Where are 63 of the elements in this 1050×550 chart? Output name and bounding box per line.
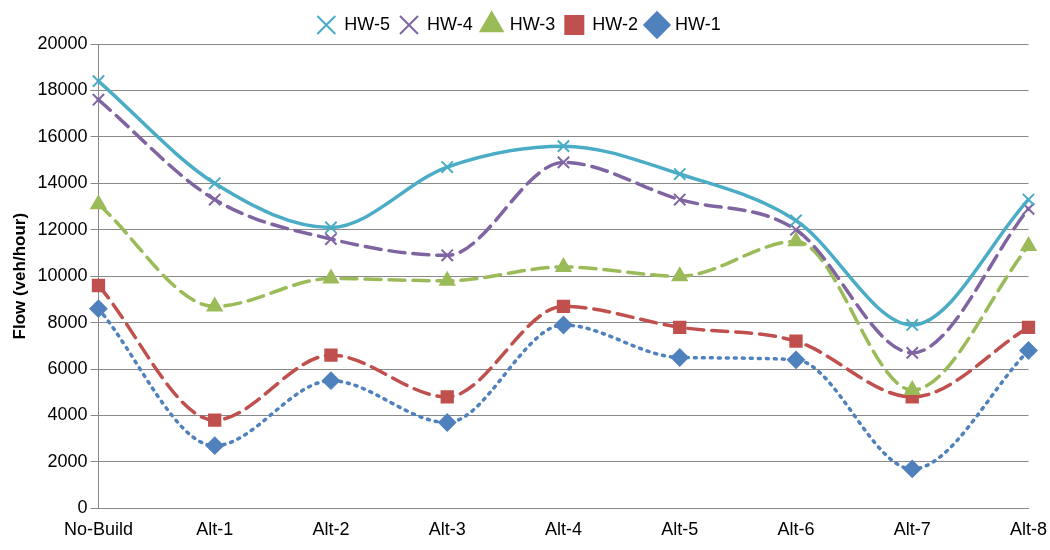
point	[673, 167, 687, 181]
point	[905, 346, 919, 360]
point	[324, 348, 338, 362]
y-tick-label: 8000	[47, 311, 88, 332]
point	[673, 320, 687, 334]
point	[323, 269, 339, 284]
y-tick-label: 12000	[37, 218, 88, 239]
point	[324, 232, 338, 246]
legend-label: HW-5	[344, 13, 390, 34]
point	[673, 192, 687, 207]
point	[1020, 237, 1037, 252]
point	[556, 155, 571, 170]
point	[324, 220, 338, 235]
y-tick-label: 0	[77, 497, 88, 518]
point	[440, 160, 454, 174]
point	[905, 318, 919, 332]
x-tick-label: Alt-1	[196, 519, 234, 540]
point	[554, 315, 573, 334]
point	[671, 267, 688, 282]
legend-label: HW-3	[509, 13, 556, 34]
point	[440, 390, 454, 404]
point	[903, 459, 922, 478]
point	[1021, 192, 1036, 207]
point	[208, 413, 222, 427]
y-tick-label: 20000	[37, 32, 88, 53]
point	[789, 213, 803, 228]
point	[205, 436, 224, 455]
point	[1021, 320, 1036, 334]
point	[321, 371, 340, 390]
x-tick-label: Alt-6	[777, 519, 815, 540]
point	[786, 350, 805, 369]
y-tick-label: 2000	[47, 450, 88, 471]
point	[208, 192, 222, 207]
point	[90, 195, 107, 210]
y-tick-label: 14000	[37, 172, 88, 193]
x-tick-label: Alt-5	[661, 519, 699, 540]
y-tick-label: 10000	[37, 265, 88, 286]
point	[788, 232, 804, 247]
point	[206, 297, 223, 312]
legend-label: HW-2	[592, 13, 639, 34]
point	[438, 413, 457, 432]
y-tick-label: 6000	[47, 358, 88, 379]
y-tick-label: 18000	[37, 79, 88, 100]
point	[556, 299, 571, 314]
y-tick-label: 4000	[47, 404, 88, 425]
point	[208, 176, 222, 190]
point	[1021, 202, 1036, 216]
legend-label: HW-4	[427, 13, 473, 34]
x-tick-label: Alt-4	[544, 519, 582, 540]
legend-label: HW-1	[675, 13, 721, 34]
point	[89, 299, 108, 318]
point	[670, 348, 689, 367]
x-tick-label: Alt-8	[1009, 519, 1047, 540]
y-axis-title: Flow (veh/hour)	[9, 212, 29, 340]
point	[789, 334, 803, 348]
y-tick-label: 16000	[37, 125, 88, 146]
x-tick-label: Alt-2	[312, 519, 350, 540]
point	[1019, 341, 1038, 360]
x-tick-label: Alt-7	[893, 519, 931, 540]
x-tick-label: No-Build	[63, 519, 133, 540]
x-tick-label: Alt-3	[428, 519, 466, 540]
point	[556, 139, 571, 153]
point	[440, 248, 454, 262]
